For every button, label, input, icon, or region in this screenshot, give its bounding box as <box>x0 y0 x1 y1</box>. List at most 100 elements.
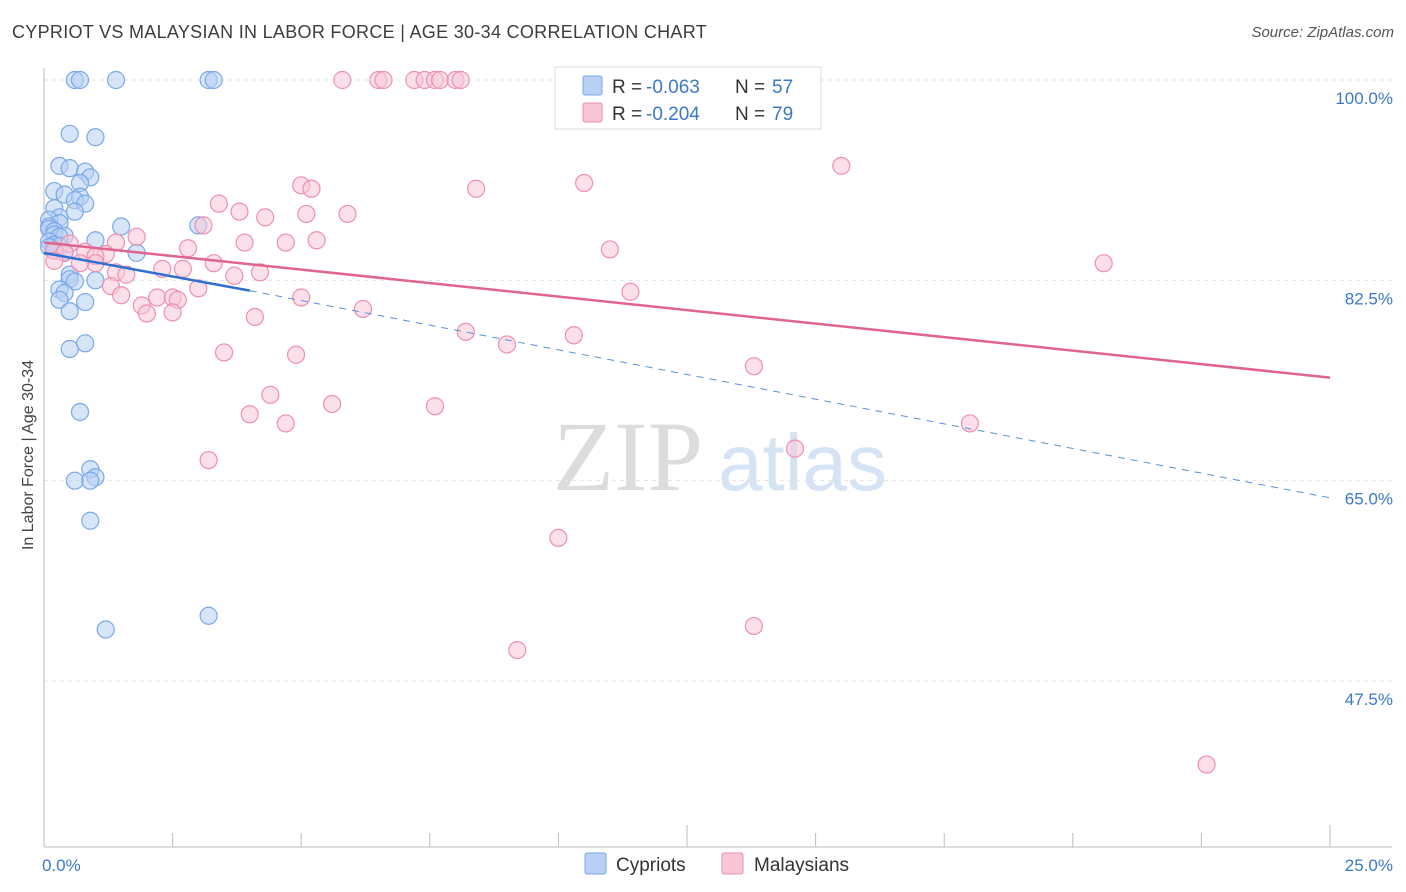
malaysian-point <box>297 204 316 224</box>
malaysian-point <box>425 397 445 416</box>
bottom-legend-label-malaysians: Malaysians <box>754 855 849 876</box>
malaysian-point <box>214 343 234 362</box>
cypriot-point <box>60 159 79 178</box>
legend-r-value-malaysians: -0.204 <box>646 104 700 125</box>
malaysian-point <box>600 240 619 259</box>
malaysian-point <box>497 335 517 354</box>
malaysian-point <box>178 239 198 258</box>
cypriot-point <box>60 339 79 359</box>
malaysian-point <box>430 70 450 90</box>
cypriot-point <box>76 292 95 312</box>
legend-n-label-malaysians: N = <box>735 104 765 125</box>
cypriot-trend-line <box>43 251 250 292</box>
malaysian-point <box>204 254 223 273</box>
x-tick-label-start: 0.0% <box>42 856 81 875</box>
malaysian-point <box>261 385 280 404</box>
malaysian-point <box>960 414 980 433</box>
malaysian-point <box>832 156 851 175</box>
malaysian-point <box>112 286 131 305</box>
cypriot-point <box>65 471 84 490</box>
malaysian-point <box>173 259 192 278</box>
cypriot-point <box>81 511 100 530</box>
watermark-zip: ZIP <box>553 401 703 512</box>
cypriot-point <box>70 70 90 90</box>
cypriot-point <box>50 290 69 309</box>
malaysian-point <box>1094 254 1113 273</box>
malaysian-point <box>744 616 763 636</box>
legend-n-value-cypriots: 57 <box>772 77 793 98</box>
malaysian-trend-line <box>43 241 1331 379</box>
chart-source: Source: ZipAtlas.com <box>1251 24 1394 41</box>
x-tick-label-end: 25.0% <box>1345 856 1393 875</box>
legend-n-label-cypriots: N = <box>735 77 765 98</box>
cypriot-point <box>96 620 115 639</box>
y-tick-label: 82.5% <box>1345 289 1393 308</box>
malaysian-point <box>194 216 213 235</box>
cypriot-point <box>112 217 131 236</box>
malaysian-point <box>127 227 146 246</box>
cypriot-point <box>60 124 79 143</box>
cypriot-point <box>199 606 218 625</box>
trend-lines <box>43 241 1331 499</box>
cypriot-point <box>60 302 79 321</box>
malaysian-point <box>137 304 156 323</box>
malaysian-point <box>456 322 475 341</box>
malaysian-point <box>338 204 357 224</box>
malaysian-point <box>575 173 594 193</box>
malaysian-point <box>508 640 527 660</box>
malaysian-point <box>322 394 342 414</box>
legend-r-value-cypriots: -0.063 <box>646 77 700 98</box>
malaysian-point <box>235 233 254 252</box>
malaysian-point <box>564 326 583 345</box>
cypriot-point <box>81 471 100 490</box>
bottom-legend-label-cypriots: Cypriots <box>616 855 686 876</box>
malaysian-point <box>785 439 805 458</box>
malaysian-point <box>225 266 244 285</box>
malaysian-point <box>230 202 249 221</box>
malaysian-point <box>276 414 295 433</box>
y-tick-label: 47.5% <box>1345 690 1393 709</box>
malaysian-point <box>245 307 265 327</box>
malaysian-point <box>307 231 326 250</box>
cypriot-point <box>70 402 90 422</box>
malaysian-point <box>209 194 228 213</box>
cypriot-point <box>86 128 105 147</box>
malaysian-point <box>1197 755 1216 774</box>
malaysian-point <box>117 265 136 284</box>
malaysian-point <box>163 303 182 322</box>
axes <box>43 68 1392 848</box>
bottom-legend: Cypriots Malaysians <box>584 852 849 876</box>
legend: R = -0.063 N = 57 R = -0.204 N = 79 <box>554 66 822 130</box>
malaysian-point <box>374 70 393 90</box>
malaysian-point <box>621 282 640 301</box>
legend-swatch-malaysians <box>582 102 603 123</box>
cypriot-point <box>86 271 105 290</box>
malaysian-point <box>250 263 270 282</box>
cypriot-point <box>65 272 84 291</box>
legend-r-label-malaysians: R = <box>612 104 642 125</box>
malaysian-point <box>451 70 470 90</box>
malaysian-point <box>466 179 486 198</box>
grid-lines <box>44 79 1392 682</box>
legend-n-value-malaysians: 79 <box>772 104 793 125</box>
bottom-legend-swatch-cypriots <box>584 852 607 875</box>
cypriot-point <box>204 70 223 90</box>
malaysian-point <box>549 528 568 548</box>
malaysian-point <box>292 288 311 307</box>
malaysian-point <box>353 299 373 319</box>
y-tick-label: 65.0% <box>1345 490 1393 509</box>
malaysian-point <box>199 450 218 470</box>
malaysian-point <box>333 70 352 90</box>
malaysian-point <box>189 279 208 298</box>
cypriot-trend-extension <box>249 290 1331 499</box>
malaysian-point <box>286 345 306 364</box>
malaysian-point <box>256 208 275 227</box>
bottom-legend-swatch-malaysians <box>721 852 744 875</box>
legend-swatch-cypriots <box>582 75 603 96</box>
cypriot-point <box>65 202 84 221</box>
malaysian-point <box>744 357 763 376</box>
watermark-atlas: atlas <box>718 418 887 507</box>
y-axis-label: In Labor Force | Age 30-34 <box>20 360 37 550</box>
y-tick-labels: 100.0% 82.5% 65.0% 47.5% <box>1335 89 1393 709</box>
